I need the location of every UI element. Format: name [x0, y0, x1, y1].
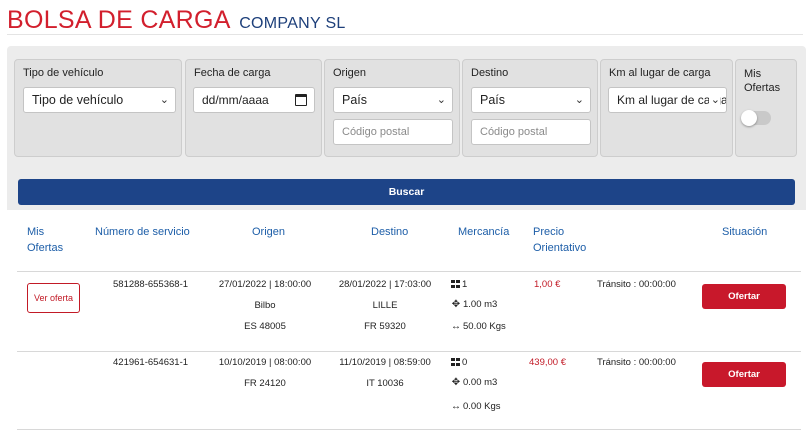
service-number: 421961-654631-1 [113, 357, 189, 368]
status-text: Tránsito : 00:00:00 [597, 357, 676, 368]
origin-postal: ES 48005 [244, 321, 286, 332]
date-input-value: dd/mm/aaaa [202, 93, 269, 107]
filter-date: Fecha de carga dd/mm/aaaa [185, 59, 322, 157]
results-table [7, 210, 806, 435]
filter-km: Km al lugar de carga Km al lugar de carg… [600, 59, 733, 157]
origin-postal-placeholder: Código postal [342, 126, 410, 138]
weight-value: 0.00 Kgs [463, 401, 501, 412]
destination-country-select[interactable]: País ⌄ [471, 87, 591, 113]
calendar-icon[interactable] [295, 94, 307, 106]
origin-datetime: 27/01/2022 | 18:00:00 [218, 279, 312, 290]
destination-postal: FR 59320 [364, 321, 406, 332]
move-arrows-icon: ✥ [451, 299, 461, 310]
toggle-knob [741, 110, 757, 126]
origin-datetime: 10/10/2019 | 08:00:00 [218, 357, 312, 368]
filter-vehicle-label: Tipo de vehículo [23, 67, 104, 79]
col-header-price-1: Precio [533, 226, 565, 238]
vehicle-select-value: Tipo de vehículo [32, 93, 124, 107]
col-header-service: Número de servicio [95, 226, 190, 238]
col-header-my-offers-1: Mis [27, 226, 45, 238]
destination-postal-placeholder: Código postal [480, 126, 548, 138]
chevron-down-icon: ⌄ [436, 94, 446, 106]
origin-postal: FR 24120 [244, 378, 286, 389]
row-divider [17, 271, 801, 272]
pallets-value: 0 [462, 357, 468, 368]
make-offer-button[interactable]: Ofertar [702, 362, 786, 387]
pallets-value: 1 [462, 279, 468, 290]
destination-datetime: 11/10/2019 | 08:59:00 [339, 357, 431, 368]
chevron-down-icon: ⌄ [574, 94, 584, 106]
service-number: 581288-655368-1 [113, 279, 189, 290]
filter-date-label: Fecha de carga [194, 67, 271, 79]
filter-km-label: Km al lugar de carga [609, 67, 711, 79]
origin-country-select[interactable]: País ⌄ [333, 87, 453, 113]
col-header-my-offers: Mis Ofertas [27, 224, 63, 256]
col-header-origin: Origen [252, 226, 286, 238]
goods-volume: ✥ 1.00 m3 [450, 299, 498, 310]
col-header-destination: Destino [371, 226, 409, 238]
search-button[interactable]: Buscar [18, 179, 795, 205]
row-divider [17, 429, 801, 430]
brand-company: COMPANY SL [239, 15, 346, 32]
my-offers-label-line2: Ofertas [744, 82, 781, 94]
filter-destination: Destino País ⌄ Código postal [462, 59, 598, 157]
goods-pallets: 0 [451, 357, 467, 368]
price-value: 439,00 € [529, 357, 566, 368]
origin-country-value: País [342, 93, 368, 107]
destination-postal-input[interactable]: Código postal [471, 119, 591, 145]
col-header-price: Precio Orientativo [533, 224, 586, 256]
header-divider [7, 34, 803, 35]
my-offers-label-line1: Mis [744, 68, 762, 80]
filter-my-offers-label: Mis Ofertas [744, 67, 780, 95]
view-offer-button[interactable]: Ver oferta [27, 283, 80, 313]
pallets-icon [451, 280, 460, 288]
destination-city: LILLE [372, 300, 398, 311]
km-select[interactable]: Km al lugar de carga ⌄ [608, 87, 727, 113]
make-offer-button[interactable]: Ofertar [702, 284, 786, 309]
filter-vehicle: Tipo de vehículo Tipo de vehículo ⌄ [14, 59, 182, 157]
page-header: BOLSA DE CARGA COMPANY SL [7, 6, 346, 34]
price-value: 1,00 € [534, 279, 561, 290]
move-arrows-icon: ✥ [451, 377, 461, 388]
col-header-status: Situación [722, 226, 768, 238]
destination-datetime: 28/01/2022 | 17:03:00 [338, 279, 432, 290]
row-divider [17, 351, 801, 352]
origin-postal-input[interactable]: Código postal [333, 119, 453, 145]
goods-pallets: 1 [451, 279, 467, 290]
date-input[interactable]: dd/mm/aaaa [193, 87, 315, 113]
col-header-goods: Mercancía [458, 226, 510, 238]
weight-value: 50.00 Kgs [463, 321, 506, 332]
col-header-price-2: Orientativo [533, 242, 587, 254]
filter-origin-label: Origen [333, 67, 367, 79]
destination-country-value: País [480, 93, 506, 107]
col-header-my-offers-2: Ofertas [27, 242, 64, 254]
origin-city: Bilbo [254, 300, 276, 311]
chevron-down-icon: ⌄ [159, 94, 169, 106]
destination-postal: IT 10036 [366, 378, 404, 389]
goods-weight: ↔ 0.00 Kgs [450, 401, 501, 412]
pallets-icon [451, 358, 460, 366]
goods-volume: ✥ 0.00 m3 [450, 377, 498, 388]
width-arrows-icon: ↔ [451, 401, 461, 412]
km-select-value: Km al lugar de carga [617, 93, 727, 107]
chevron-down-icon: ⌄ [708, 88, 720, 112]
goods-weight: ↔ 50.00 Kgs [450, 321, 506, 332]
filter-my-offers: Mis Ofertas [735, 59, 797, 157]
volume-value: 0.00 m3 [463, 377, 498, 388]
my-offers-toggle[interactable] [741, 110, 771, 126]
vehicle-select[interactable]: Tipo de vehículo ⌄ [23, 87, 176, 113]
volume-value: 1.00 m3 [463, 299, 498, 310]
width-arrows-icon: ↔ [451, 321, 461, 332]
filter-origin: Origen País ⌄ Código postal [324, 59, 460, 157]
status-text: Tránsito : 00:00:00 [597, 279, 676, 290]
brand-title: BOLSA DE CARGA [7, 6, 231, 34]
filter-destination-label: Destino [471, 67, 509, 79]
